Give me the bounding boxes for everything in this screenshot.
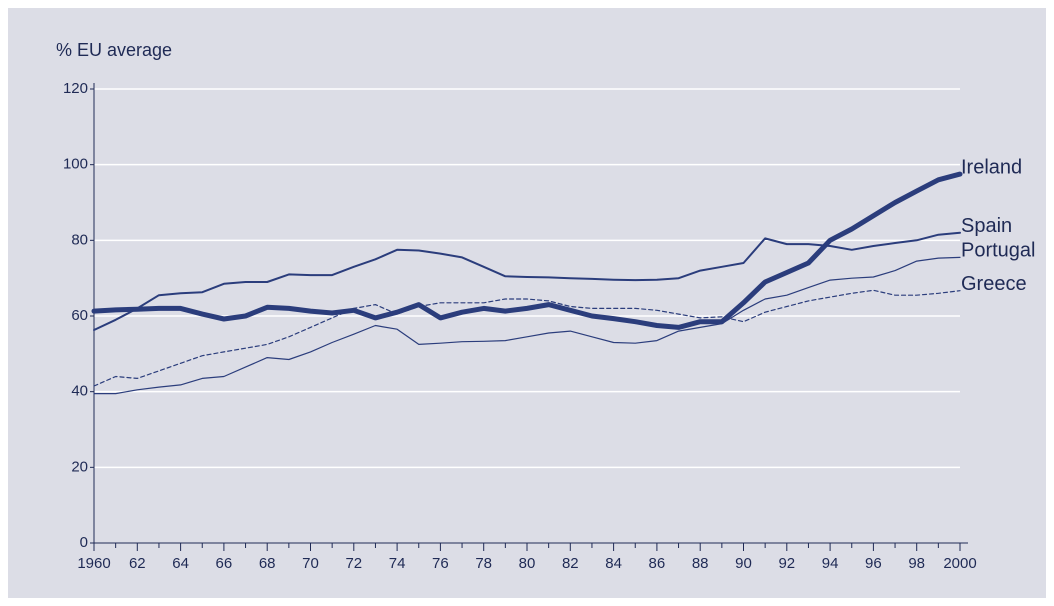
x-tick-label: 98 [908,555,925,572]
y-tick-label: 60 [71,307,88,324]
x-tick-label: 72 [345,555,362,572]
y-axis-title: % EU average [56,40,172,60]
series-label: Portugal [961,240,1036,262]
x-tick-label: 2000 [943,555,976,572]
x-tick-label: 80 [519,555,536,572]
y-tick-label: 40 [71,383,88,400]
series-line [93,231,961,331]
x-tick-label: 76 [432,555,449,572]
x-tick-label: 82 [562,555,579,572]
x-tick-label: 62 [129,555,146,572]
x-tick-label: 88 [692,555,709,572]
series-line [93,256,961,395]
x-tick-label: 90 [735,555,752,572]
series-label: Ireland [961,156,1022,178]
x-tick-label: 92 [778,555,795,572]
x-tick-label: 96 [865,555,882,572]
panel [8,8,1046,598]
x-tick-label: 86 [649,555,666,572]
series-line [91,171,963,330]
x-tick-label: 70 [302,555,319,572]
series-line [93,289,961,387]
y-tick-label: 120 [63,80,88,97]
x-tick-label: 78 [475,555,492,572]
x-tick-label: 66 [216,555,233,572]
y-tick-label: 20 [71,458,88,475]
y-tick-label: 100 [63,156,88,173]
series-label: Greece [961,273,1027,295]
y-tick-label: 0 [80,534,88,551]
x-tick-label: 74 [389,555,406,572]
x-tick-label: 84 [605,555,622,572]
y-tick-label: 80 [71,231,88,248]
series-label: Spain [961,215,1012,237]
x-tick-label: 68 [259,555,276,572]
x-tick-label: 1960 [77,555,110,572]
x-tick-label: 94 [822,555,839,572]
x-tick-label: 64 [172,555,189,572]
